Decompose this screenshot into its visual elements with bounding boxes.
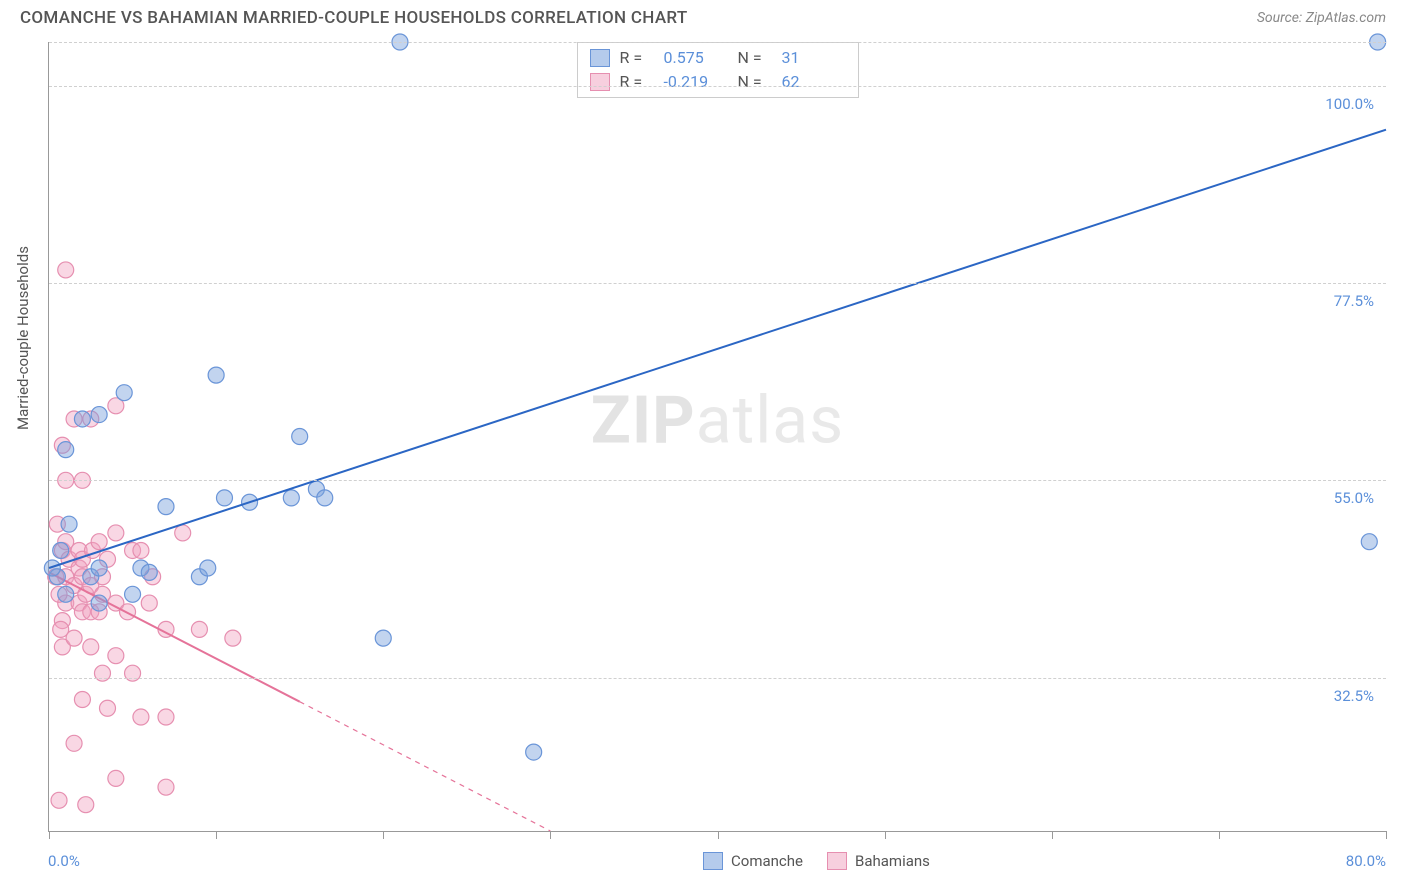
scatter-point-blue	[91, 595, 107, 611]
scatter-point-pink	[108, 648, 124, 664]
scatter-point-blue	[141, 564, 157, 580]
gridline	[49, 480, 1386, 481]
scatter-point-pink	[225, 630, 241, 646]
legend-item-bahamians: Bahamians	[827, 852, 930, 870]
scatter-point-blue	[91, 560, 107, 576]
scatter-point-pink	[158, 709, 174, 725]
scatter-point-pink	[78, 797, 94, 813]
chart-header: COMANCHE VS BAHAMIAN MARRIED-COUPLE HOUS…	[0, 0, 1406, 28]
chart-plot-area: ZIPatlas R = 0.575 N = 31 R = -0.219 N =…	[48, 42, 1386, 832]
legend-label-comanche: Comanche	[731, 852, 803, 870]
x-tick	[718, 831, 719, 839]
scatter-svg	[49, 42, 1386, 831]
scatter-point-pink	[175, 525, 191, 541]
swatch-pink-2	[827, 852, 847, 870]
scatter-point-pink	[133, 542, 149, 558]
scatter-point-blue	[216, 490, 232, 506]
x-tick	[1052, 831, 1053, 839]
scatter-point-blue	[58, 442, 74, 458]
legend-r-blue: 0.575	[664, 46, 728, 70]
trendline-pink	[49, 572, 300, 701]
series-legend: Comanche Bahamians	[703, 852, 930, 870]
scatter-point-pink	[53, 621, 69, 637]
swatch-blue	[590, 49, 610, 67]
scatter-point-blue	[116, 385, 132, 401]
scatter-point-pink	[125, 665, 141, 681]
scatter-point-blue	[283, 490, 299, 506]
scatter-point-blue	[74, 411, 90, 427]
scatter-point-blue	[158, 499, 174, 515]
scatter-point-blue	[208, 367, 224, 383]
legend-r-label-2: R =	[620, 70, 654, 94]
legend-n-label-2: N =	[738, 70, 772, 94]
y-axis-title: Married-couple Households	[14, 246, 32, 430]
scatter-point-blue	[91, 407, 107, 423]
trendline-ext-pink	[300, 702, 551, 831]
scatter-point-blue	[44, 560, 60, 576]
x-axis-end: 80.0%	[1346, 852, 1386, 870]
scatter-point-pink	[108, 770, 124, 786]
scatter-point-pink	[74, 692, 90, 708]
scatter-point-pink	[133, 709, 149, 725]
scatter-point-pink	[83, 639, 99, 655]
x-tick	[383, 831, 384, 839]
scatter-point-pink	[108, 525, 124, 541]
chart-source: Source: ZipAtlas.com	[1257, 10, 1386, 26]
scatter-point-blue	[58, 586, 74, 602]
gridline	[49, 678, 1386, 679]
scatter-point-blue	[526, 744, 542, 760]
x-tick	[216, 831, 217, 839]
gridline	[49, 42, 1386, 43]
scatter-point-blue	[375, 630, 391, 646]
scatter-point-pink	[99, 700, 115, 716]
scatter-point-pink	[191, 621, 207, 637]
scatter-point-pink	[141, 595, 157, 611]
legend-r-label: R =	[620, 46, 654, 70]
y-tick-label: 77.5%	[1334, 292, 1374, 310]
scatter-point-blue	[1361, 534, 1377, 550]
legend-label-bahamians: Bahamians	[855, 852, 930, 870]
legend-r-pink: -0.219	[664, 70, 728, 94]
legend-n-label: N =	[738, 46, 772, 70]
scatter-point-pink	[94, 665, 110, 681]
y-tick-label: 32.5%	[1334, 687, 1374, 705]
legend-n-pink: 62	[782, 70, 846, 94]
scatter-point-blue	[125, 586, 141, 602]
legend-row-blue: R = 0.575 N = 31	[590, 46, 846, 70]
legend-item-comanche: Comanche	[703, 852, 803, 870]
x-tick	[550, 831, 551, 839]
scatter-point-pink	[58, 262, 74, 278]
gridline	[49, 86, 1386, 87]
x-tick	[1219, 831, 1220, 839]
x-tick	[885, 831, 886, 839]
trendline-blue	[49, 130, 1386, 568]
legend-n-blue: 31	[782, 46, 846, 70]
correlation-legend: R = 0.575 N = 31 R = -0.219 N = 62	[577, 42, 859, 98]
x-tick	[49, 831, 50, 839]
x-axis-start: 0.0%	[48, 852, 80, 870]
scatter-point-blue	[53, 542, 69, 558]
y-tick-label: 100.0%	[1325, 95, 1374, 113]
y-tick-label: 55.0%	[1334, 489, 1374, 507]
gridline	[49, 283, 1386, 284]
swatch-pink	[590, 73, 610, 91]
x-tick	[1386, 831, 1387, 839]
scatter-point-pink	[91, 534, 107, 550]
scatter-point-blue	[317, 490, 333, 506]
swatch-blue-2	[703, 852, 723, 870]
legend-row-pink: R = -0.219 N = 62	[590, 70, 846, 94]
scatter-point-blue	[200, 560, 216, 576]
chart-title: COMANCHE VS BAHAMIAN MARRIED-COUPLE HOUS…	[20, 8, 687, 28]
scatter-point-blue	[292, 429, 308, 445]
scatter-point-pink	[51, 792, 67, 808]
scatter-point-pink	[66, 735, 82, 751]
scatter-point-blue	[61, 516, 77, 532]
scatter-point-pink	[158, 779, 174, 795]
